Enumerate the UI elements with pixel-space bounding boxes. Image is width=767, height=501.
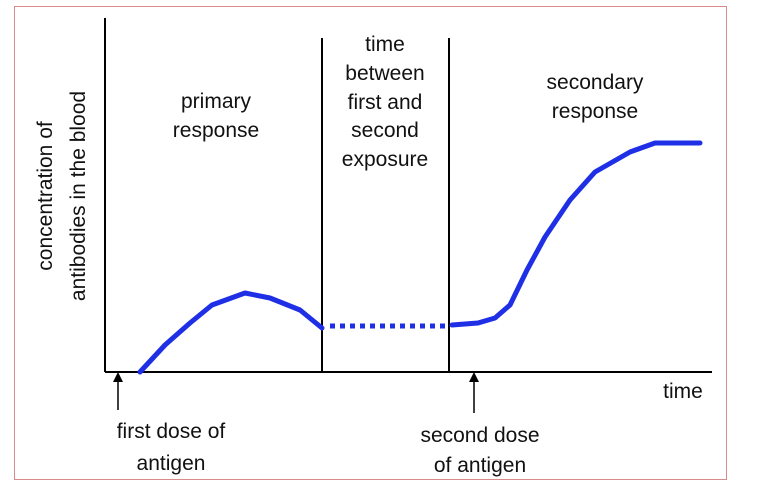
between-label-line-4: second bbox=[351, 119, 419, 142]
time-between-exposures-label: time between first and second exposure bbox=[342, 33, 428, 171]
y-axis-label: concentration of antibodies in the blood bbox=[34, 91, 90, 301]
x-axis-label: time bbox=[663, 380, 703, 403]
y-axis-label-line-2: antibodies in the blood bbox=[67, 91, 90, 301]
first-dose-label-line-2: antigen bbox=[137, 452, 206, 475]
first-dose-label-line-1: first dose of bbox=[117, 420, 226, 443]
secondary-response-curve bbox=[449, 140, 703, 328]
between-label-line-2: between bbox=[345, 62, 424, 85]
second-dose-arrow bbox=[469, 372, 479, 413]
first-dose-label: first dose of antigen bbox=[117, 420, 226, 475]
secondary-response-label: secondary response bbox=[547, 71, 644, 123]
second-dose-label-line-1: second dose bbox=[420, 424, 539, 447]
secondary-response-label-line-1: secondary bbox=[547, 71, 644, 94]
y-axis-label-line-1: concentration of bbox=[34, 121, 57, 271]
between-label-line-1: time bbox=[365, 33, 405, 56]
primary-response-label-line-1: primary bbox=[181, 90, 252, 113]
between-label-line-5: exposure bbox=[342, 148, 428, 171]
first-dose-arrow bbox=[113, 372, 123, 410]
between-label-line-3: first and bbox=[348, 91, 423, 114]
primary-response-label: primary response bbox=[173, 90, 259, 142]
figure-frame bbox=[14, 6, 727, 480]
second-dose-label: second dose of antigen bbox=[420, 424, 539, 477]
primary-response-curve bbox=[137, 290, 325, 375]
second-dose-label-line-2: of antigen bbox=[434, 454, 526, 477]
secondary-response-label-line-2: response bbox=[552, 100, 638, 123]
primary-response-label-line-2: response bbox=[173, 119, 259, 142]
